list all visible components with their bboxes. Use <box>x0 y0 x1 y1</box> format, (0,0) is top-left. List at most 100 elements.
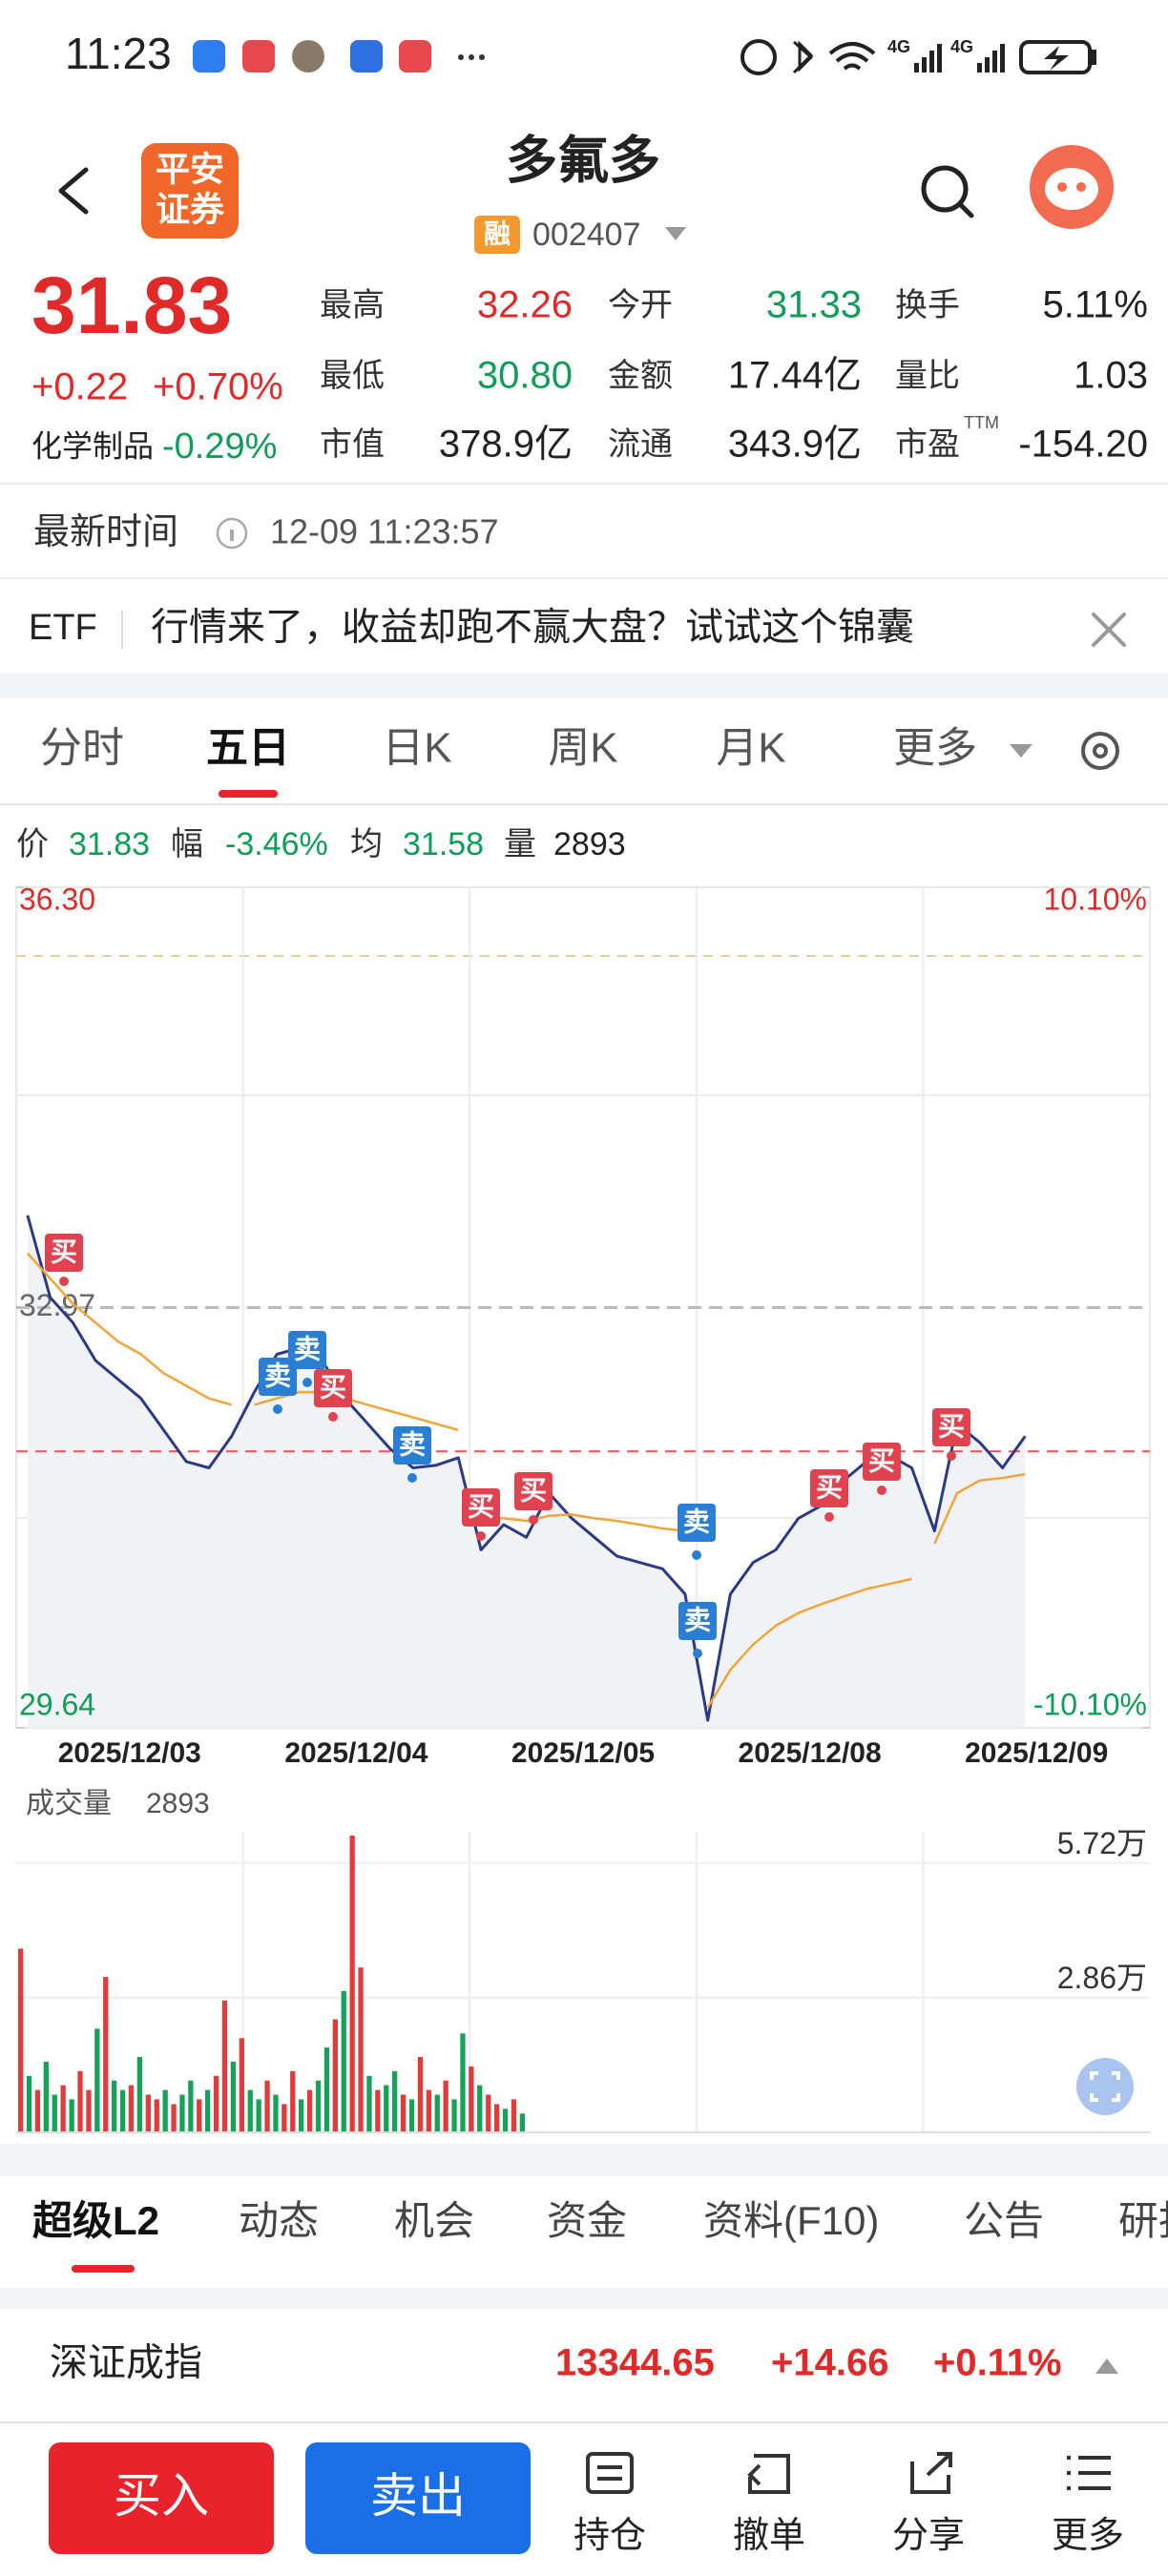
sell-button[interactable] <box>305 2442 531 2554</box>
back-button[interactable] <box>58 167 89 215</box>
tool-label[interactable]: 持仓 <box>574 2516 646 2556</box>
volume-bar <box>247 2089 253 2132</box>
expand-button[interactable] <box>1076 2058 1134 2115</box>
section-tab[interactable]: 资料(F10) <box>703 2198 879 2243</box>
stat-value: 378.9亿 <box>439 424 573 466</box>
trade-label: 买 <box>938 1411 965 1441</box>
stat-label: 换手 <box>895 287 960 323</box>
chart-tab[interactable]: 月K <box>716 725 785 772</box>
info-value: 31.58 <box>403 826 484 862</box>
battery-tip <box>1092 50 1096 65</box>
trade-marker[interactable] <box>393 1426 431 1465</box>
badge-text: 融 <box>484 218 511 248</box>
info-value: 31.83 <box>69 826 150 862</box>
volume-bar <box>460 2033 466 2132</box>
volume-bar <box>502 2109 509 2132</box>
stat-superscript: TTM <box>964 413 999 432</box>
trade-marker[interactable] <box>932 1408 970 1446</box>
volume-bar <box>469 2066 474 2132</box>
chart-tab[interactable]: 更多 <box>893 725 977 772</box>
trade-marker[interactable] <box>514 1472 553 1510</box>
clock: 11:23 <box>65 29 172 78</box>
section-gap <box>0 674 1168 698</box>
chart-tab[interactable]: 分时 <box>40 725 124 772</box>
volume-bar <box>179 2094 185 2132</box>
trade-dot <box>328 1412 338 1422</box>
index-name[interactable]: 深证成指 <box>50 2342 202 2384</box>
trade-marker[interactable] <box>314 1369 352 1407</box>
chart-tab[interactable]: 周K <box>548 725 617 772</box>
chart-tab[interactable]: 日K <box>382 725 451 772</box>
logo-text: 证券 <box>156 190 225 229</box>
trade-marker[interactable] <box>678 1504 716 1542</box>
trade-marker[interactable] <box>810 1469 848 1507</box>
volume-bar <box>86 2089 92 2132</box>
buy-label[interactable]: 买入 <box>114 2469 209 2523</box>
dropdown-arrow[interactable] <box>1010 744 1032 758</box>
close-button[interactable] <box>1092 613 1126 647</box>
volume-bar <box>26 2075 32 2132</box>
trade-marker[interactable] <box>678 1602 717 1640</box>
section-tab[interactable]: 动态 <box>239 2198 319 2243</box>
trade-marker[interactable] <box>462 1488 500 1527</box>
price-change: +0.22 <box>31 366 128 408</box>
volume-bar <box>400 2094 407 2132</box>
avatar-face <box>1045 168 1098 210</box>
divider <box>0 803 1168 805</box>
share-icon[interactable] <box>910 2452 952 2494</box>
trade-marker[interactable] <box>259 1358 297 1396</box>
volume-bar <box>69 2099 74 2132</box>
section-tab[interactable]: 资金 <box>547 2198 627 2243</box>
section-tab[interactable]: 超级L2 <box>32 2198 159 2243</box>
chart-tab[interactable]: 五日 <box>206 725 290 772</box>
volume-bar <box>519 2113 525 2132</box>
info-icon[interactable] <box>216 517 248 550</box>
trade-dot <box>947 1451 956 1461</box>
stat-label: 流通 <box>608 426 673 463</box>
divider <box>0 577 1168 579</box>
signal-icon <box>914 44 942 73</box>
buy-button[interactable] <box>49 2442 274 2554</box>
volume-bar <box>230 2061 237 2132</box>
banner-tag: ETF <box>29 608 97 648</box>
app-icon <box>292 40 324 73</box>
position-icon[interactable] <box>586 2452 634 2494</box>
volume-bar <box>52 2094 57 2132</box>
volume-bar <box>392 2070 398 2132</box>
dot <box>479 54 485 60</box>
info-label: 价 <box>16 826 49 862</box>
tool-label[interactable]: 更多 <box>1052 2516 1124 2556</box>
last-price: 31.83 <box>31 260 232 350</box>
trade-marker[interactable] <box>288 1331 326 1369</box>
stat-value: 32.26 <box>477 284 573 326</box>
volume-bar <box>239 2038 244 2132</box>
trade-dot <box>693 1649 702 1658</box>
tool-label[interactable]: 撤单 <box>733 2516 805 2556</box>
settings-button[interactable] <box>1081 732 1119 770</box>
search-button[interactable] <box>921 165 969 213</box>
y-tick-label: 29.64 <box>19 1687 95 1721</box>
app-icon <box>193 40 225 73</box>
banner-text[interactable]: 行情来了，收益却跑不赢大盘？试试这个锦囊 <box>151 607 914 649</box>
sell-label[interactable]: 卖出 <box>370 2469 466 2523</box>
trade-label: 买 <box>816 1472 843 1502</box>
tool-label[interactable]: 分享 <box>892 2516 965 2556</box>
section-tab[interactable]: 公告 <box>964 2198 1044 2243</box>
volume-bar <box>103 1977 109 2132</box>
cancel-icon[interactable] <box>747 2454 790 2494</box>
trade-marker[interactable] <box>863 1443 901 1481</box>
collapse-arrow[interactable] <box>1095 2358 1118 2374</box>
dropdown-arrow[interactable] <box>665 227 686 240</box>
avatar-eye <box>1076 182 1086 192</box>
search-handle <box>957 201 974 218</box>
volume-bar <box>349 1835 355 2132</box>
volume-bar <box>145 2094 151 2132</box>
section-tab[interactable]: 研报 <box>1118 2198 1168 2243</box>
trade-marker[interactable] <box>45 1234 83 1272</box>
section-tab[interactable]: 机会 <box>394 2198 474 2243</box>
volume-bar <box>34 2089 41 2132</box>
stock-code: 002407 <box>532 217 640 253</box>
more-icon[interactable] <box>1067 2456 1111 2490</box>
volume-bar <box>221 2000 228 2132</box>
